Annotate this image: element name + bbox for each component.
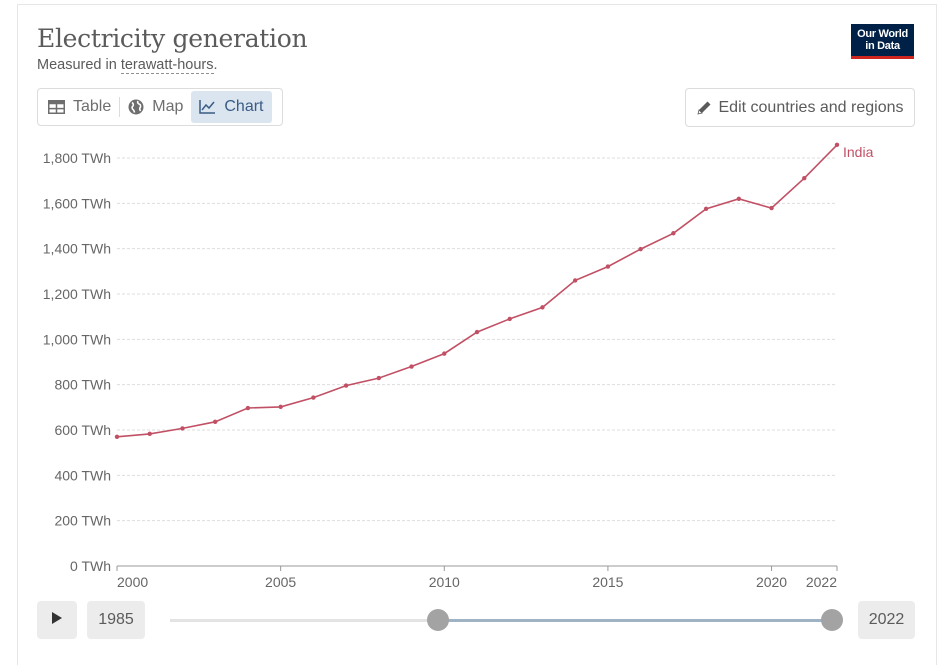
data-point[interactable] <box>245 405 251 411</box>
data-point[interactable] <box>147 431 152 437</box>
data-point[interactable] <box>311 395 316 400</box>
data-point[interactable] <box>278 404 283 410</box>
x-tick-label: 2022 <box>806 574 837 590</box>
data-point[interactable] <box>409 364 414 369</box>
x-tick-label: 2015 <box>592 574 623 590</box>
data-point[interactable] <box>114 434 120 439</box>
tab-divider <box>119 97 121 117</box>
tab-table[interactable]: Table <box>40 91 119 123</box>
y-tick-label: 200 TWh <box>54 513 111 529</box>
data-point[interactable] <box>540 305 545 310</box>
y-tick-label: 1,000 TWh <box>43 331 111 347</box>
tab-table-label: Table <box>73 98 112 115</box>
x-tick-label: 2010 <box>429 574 460 590</box>
x-axis: 2000 2005 2010 2015 2020 2022 <box>116 565 838 590</box>
tab-chart-label: Chart <box>224 98 264 115</box>
tab-map[interactable]: Map <box>120 91 191 123</box>
y-tick-label: 1,200 TWh <box>43 286 111 302</box>
timeline-selected-range <box>438 619 832 622</box>
page-subtitle: Measured in terawatt-hours. <box>37 57 218 74</box>
chart-frame <box>17 4 937 665</box>
timeline-end-year[interactable]: 2022 <box>858 601 915 639</box>
play-button[interactable] <box>37 601 77 639</box>
view-tabs: Table Map Chart <box>37 88 283 126</box>
table-icon <box>48 100 65 114</box>
data-point[interactable] <box>834 142 840 148</box>
y-tick-label: 400 TWh <box>54 467 111 483</box>
page-title: Electricity generation <box>37 24 308 53</box>
line-chart-icon <box>199 100 216 114</box>
data-point[interactable] <box>507 316 512 322</box>
y-tick-label: 0 TWh <box>70 558 111 574</box>
logo-line1: Our World <box>857 28 908 40</box>
timeline-start-year[interactable]: 1985 <box>87 601 145 639</box>
data-point[interactable] <box>736 196 742 201</box>
grid-layer <box>117 157 837 522</box>
data-point[interactable] <box>343 383 349 388</box>
y-tick-label: 1,800 TWh <box>43 150 111 166</box>
y-tick-label: 1,600 TWh <box>43 195 111 211</box>
timeline-start-handle[interactable] <box>427 609 450 631</box>
series-label[interactable]: India <box>843 144 874 160</box>
data-point[interactable] <box>605 264 611 269</box>
pencil-icon <box>696 100 712 115</box>
data-point[interactable] <box>572 278 578 283</box>
x-tick-label: 2005 <box>265 574 296 590</box>
edit-countries-button[interactable]: Edit countries and regions <box>685 88 915 127</box>
y-tick-label: 800 TWh <box>54 377 111 393</box>
data-point[interactable] <box>442 351 447 356</box>
data-point[interactable] <box>769 205 774 211</box>
logo-line2: in Data <box>865 39 900 52</box>
data-point[interactable] <box>638 246 643 252</box>
globe-icon <box>128 99 144 115</box>
data-point[interactable] <box>802 175 807 181</box>
timeline-end-handle[interactable] <box>821 609 843 631</box>
tab-chart[interactable]: Chart <box>191 91 272 123</box>
data-point[interactable] <box>703 206 709 211</box>
owid-logo[interactable]: Our World in Data <box>851 24 914 59</box>
y-tick-label: 600 TWh <box>54 422 111 438</box>
data-point[interactable] <box>474 329 480 335</box>
data-point[interactable] <box>671 231 676 236</box>
data-point[interactable] <box>180 426 185 431</box>
subtitle-suffix: . <box>213 57 218 73</box>
data-point[interactable] <box>376 375 382 381</box>
x-tick-label: 2000 <box>117 574 148 590</box>
tab-map-label: Map <box>152 98 184 115</box>
y-tick-label: 1,400 TWh <box>43 241 111 257</box>
line-chart: 0 TWh 200 TWh 400 TWh 600 TWh 800 TWh 1,000 T… <box>43 142 874 590</box>
unit-link[interactable]: terawatt-hours <box>120 57 214 74</box>
subtitle-prefix: Measured in <box>37 57 121 73</box>
play-icon <box>51 611 63 630</box>
series-layer: India <box>114 142 874 439</box>
y-axis-labels: 0 TWh 200 TWh 400 TWh 600 TWh 800 TWh 1,000 T… <box>43 150 111 574</box>
series-line-india[interactable] <box>116 144 838 438</box>
data-point[interactable] <box>212 419 218 425</box>
x-tick-label: 2020 <box>756 574 787 590</box>
edit-countries-label: Edit countries and regions <box>718 98 904 116</box>
